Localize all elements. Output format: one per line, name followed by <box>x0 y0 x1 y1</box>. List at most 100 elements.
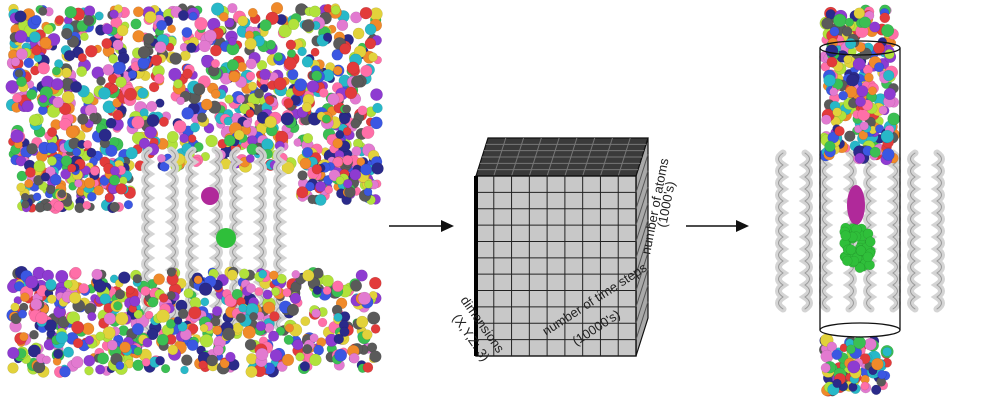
atom-sphere <box>19 332 29 342</box>
protein-helix-outline <box>822 152 828 310</box>
atom-sphere <box>351 146 362 157</box>
atom-sphere <box>146 100 158 112</box>
atom-sphere <box>273 77 287 91</box>
atom-sphere <box>361 329 373 341</box>
protein-helices-right <box>775 149 945 313</box>
atom-sphere <box>50 173 62 186</box>
atom-sphere <box>115 312 129 326</box>
atom-sphere <box>844 130 856 142</box>
atom-sphere <box>210 2 225 16</box>
atom-sphere <box>324 185 334 195</box>
atom-sphere <box>864 72 874 83</box>
atom-sphere <box>61 90 75 104</box>
atom-sphere <box>83 354 96 367</box>
atom-sphere <box>321 274 334 288</box>
protein-helix-outline <box>804 152 810 310</box>
atom-sphere <box>131 115 145 130</box>
tensor-block <box>474 137 649 357</box>
atom-sphere <box>63 49 76 62</box>
atom-sphere <box>223 116 233 126</box>
atom-sphere <box>844 17 854 27</box>
atom-sphere <box>35 311 49 325</box>
atom-sphere <box>306 80 320 93</box>
atom-sphere <box>42 355 51 365</box>
atom-sphere <box>867 86 878 96</box>
atom-sphere <box>132 29 145 43</box>
atom-sphere <box>32 192 42 202</box>
atom-sphere <box>364 37 377 50</box>
atom-sphere <box>235 312 246 324</box>
atom-sphere <box>98 86 111 100</box>
atom-sphere <box>301 102 312 113</box>
atom-sphere <box>192 82 206 96</box>
atom-sphere <box>146 114 160 127</box>
atom-sphere <box>95 364 106 375</box>
atom-sphere <box>855 96 866 108</box>
atom-sphere <box>85 45 98 58</box>
atom-sphere <box>346 61 360 75</box>
atom-sphere <box>265 39 276 50</box>
atom-sphere <box>302 269 315 282</box>
atom-sphere <box>179 133 189 144</box>
atom-sphere <box>370 88 383 101</box>
atom-sphere <box>200 98 213 111</box>
atom-sphere <box>12 93 23 104</box>
atom-sphere <box>299 361 311 372</box>
atom-sphere <box>177 9 189 21</box>
atom-sphere <box>158 116 169 127</box>
atom-sphere <box>93 279 107 293</box>
atom-sphere <box>138 137 151 150</box>
ion-green <box>216 228 236 248</box>
atom-sphere <box>879 12 891 24</box>
atom-sphere <box>156 309 170 323</box>
protein-helix-outline <box>892 152 898 310</box>
atom-sphere <box>31 45 42 56</box>
atom-sphere <box>31 14 42 26</box>
atom-sphere <box>245 58 257 70</box>
atom-sphere <box>356 315 369 329</box>
atom-sphere <box>52 96 64 109</box>
atom-sphere <box>268 330 280 342</box>
atom-sphere <box>196 112 208 123</box>
atom-sphere <box>238 303 248 313</box>
atom-sphere <box>148 81 160 93</box>
atom-sphere <box>69 266 82 279</box>
atom-sphere <box>60 168 71 180</box>
atom-sphere <box>109 201 120 213</box>
atom-sphere <box>137 56 150 70</box>
grid-line <box>635 236 649 275</box>
tensor-front-face <box>475 175 637 357</box>
atom-sphere <box>53 200 65 212</box>
atom-sphere <box>864 337 877 351</box>
atom-sphere <box>334 348 348 362</box>
atom-sphere <box>89 165 100 176</box>
trajectory-tensor: number of atoms (1000's) number of time … <box>450 137 678 364</box>
atom-sphere <box>877 369 887 380</box>
atom-sphere <box>283 57 297 71</box>
pore-green-atom <box>862 251 874 263</box>
pore-green-atom <box>841 255 853 267</box>
atom-sphere <box>14 69 24 78</box>
atom-sphere <box>249 312 259 321</box>
atom-sphere <box>887 112 901 126</box>
atom-sphere <box>16 182 26 193</box>
atom-sphere <box>360 163 373 176</box>
atom-sphere <box>176 96 185 106</box>
grid-line <box>546 137 560 177</box>
atom-sphere <box>254 287 264 297</box>
atom-sphere <box>83 14 95 26</box>
atom-sphere <box>233 129 245 141</box>
atom-sphere <box>880 129 894 144</box>
atom-sphere <box>370 324 381 334</box>
atom-sphere <box>127 69 138 79</box>
atom-sphere <box>14 30 28 44</box>
atom-sphere <box>371 162 384 175</box>
atom-sphere <box>26 143 38 155</box>
atom-sphere <box>158 293 169 303</box>
atom-sphere <box>125 147 138 160</box>
atom-sphere <box>225 351 236 363</box>
atom-sphere <box>224 94 234 104</box>
atom-sphere <box>99 293 112 305</box>
atom-sphere <box>186 42 197 54</box>
